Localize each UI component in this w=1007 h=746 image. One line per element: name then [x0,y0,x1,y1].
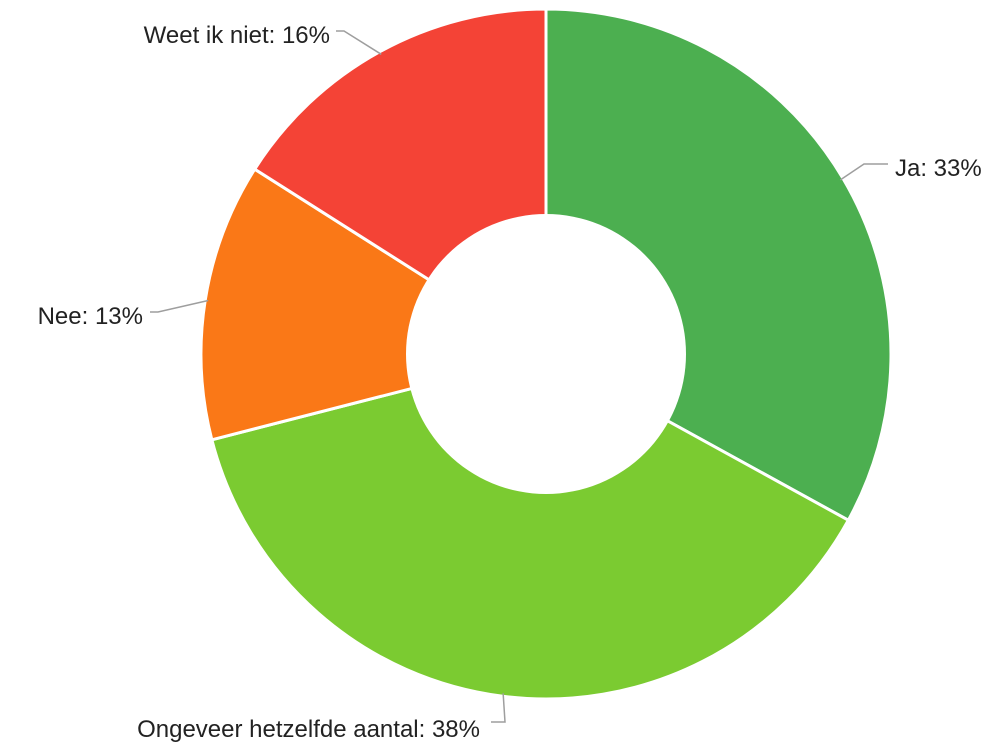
slice-label-nee: Nee: 13% [38,303,143,330]
slice-label-ongeveer: Ongeveer hetzelfde aantal: 38% [137,716,480,743]
leader-line-nee [150,299,209,313]
leader-line-ja [839,163,888,181]
leader-line-weet-ik-niet [336,30,382,55]
slice-label-weet-ik-niet: Weet ik niet: 16% [144,22,330,49]
leader-line-ongeveer [491,693,506,723]
slice-label-ja: Ja: 33% [895,155,982,182]
donut-hole [406,214,686,494]
